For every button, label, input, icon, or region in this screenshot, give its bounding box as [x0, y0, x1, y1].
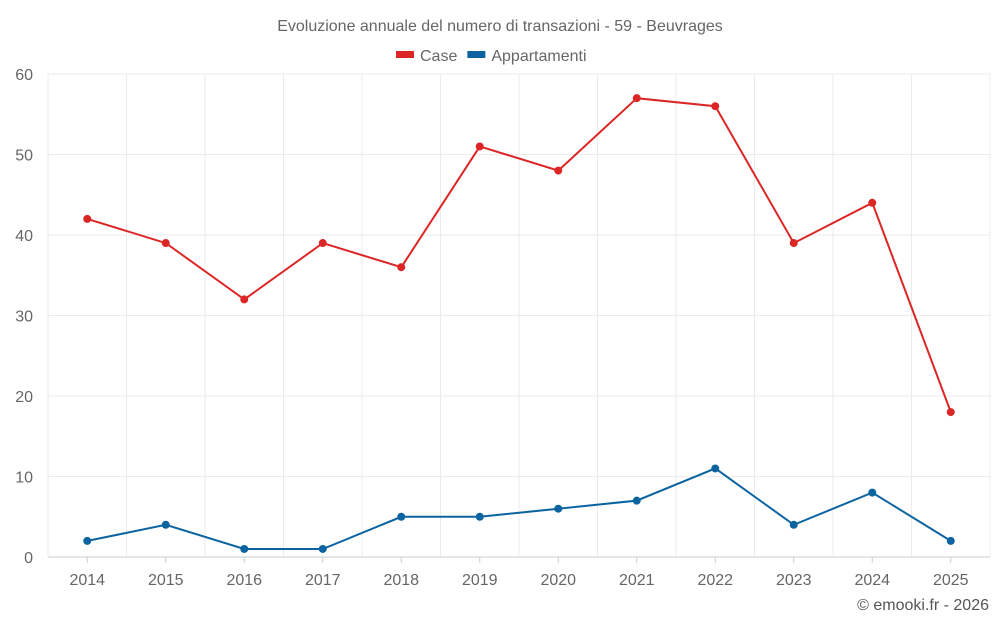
data-point: [632, 94, 641, 103]
series-line-case: [87, 97, 952, 413]
data-point: [397, 263, 406, 272]
x-tick-label: 2018: [383, 572, 419, 589]
data-point: [946, 408, 955, 417]
y-tick-label: 20: [15, 389, 33, 406]
data-point: [868, 198, 877, 207]
x-tick-label: 2024: [854, 572, 890, 589]
legend-swatch: [396, 51, 414, 58]
legend-label: Appartamenti: [491, 48, 586, 65]
x-tick-label: 2021: [619, 572, 655, 589]
x-tick-label: 2014: [69, 572, 105, 589]
y-tick-label: 60: [15, 67, 33, 84]
x-tick-label: 2020: [540, 572, 576, 589]
y-tick-label: 30: [15, 309, 33, 326]
data-point: [240, 295, 249, 304]
data-point: [318, 544, 327, 553]
data-point: [475, 142, 484, 151]
x-tick-label: 2017: [305, 572, 341, 589]
data-point: [161, 239, 170, 248]
data-point: [397, 512, 406, 521]
data-point: [789, 520, 798, 529]
x-tick-label: 2015: [148, 572, 184, 589]
series: [83, 94, 955, 553]
data-point: [554, 166, 563, 175]
data-point: [83, 214, 92, 223]
data-point: [868, 488, 877, 497]
x-tick-label: 2025: [933, 572, 969, 589]
data-point: [240, 544, 249, 553]
x-tick-label: 2019: [462, 572, 498, 589]
x-tick-label: 2022: [697, 572, 733, 589]
data-point: [711, 464, 720, 473]
legend-swatch: [467, 51, 486, 58]
data-point: [161, 520, 170, 529]
x-tick-label: 2023: [776, 572, 812, 589]
series-line-appartamenti: [87, 467, 952, 550]
y-tick-label: 50: [15, 148, 33, 165]
data-point: [946, 536, 955, 545]
legend: Case Appartamenti: [396, 48, 587, 65]
grid: [47, 73, 991, 558]
chart-title: Evoluzione annuale del numero di transaz…: [277, 18, 723, 35]
y-tick-label: 0: [24, 550, 33, 567]
data-point: [554, 504, 563, 513]
credit: © emooki.fr - 2026: [857, 597, 989, 614]
data-point: [632, 496, 641, 505]
x-axis: 2014 2015 2016 2017 2018 2019 2020 2021 2022 2023…: [69, 557, 969, 589]
legend-label: Case: [420, 48, 457, 65]
data-point: [318, 239, 327, 248]
data-point: [789, 239, 798, 248]
data-point: [475, 512, 484, 521]
y-tick-label: 10: [15, 470, 33, 487]
data-point: [711, 102, 720, 111]
y-tick-label: 40: [15, 228, 33, 245]
x-tick-label: 2016: [226, 572, 262, 589]
y-axis: 0 10 20 30 40 50 60: [15, 67, 33, 567]
data-point: [83, 536, 92, 545]
